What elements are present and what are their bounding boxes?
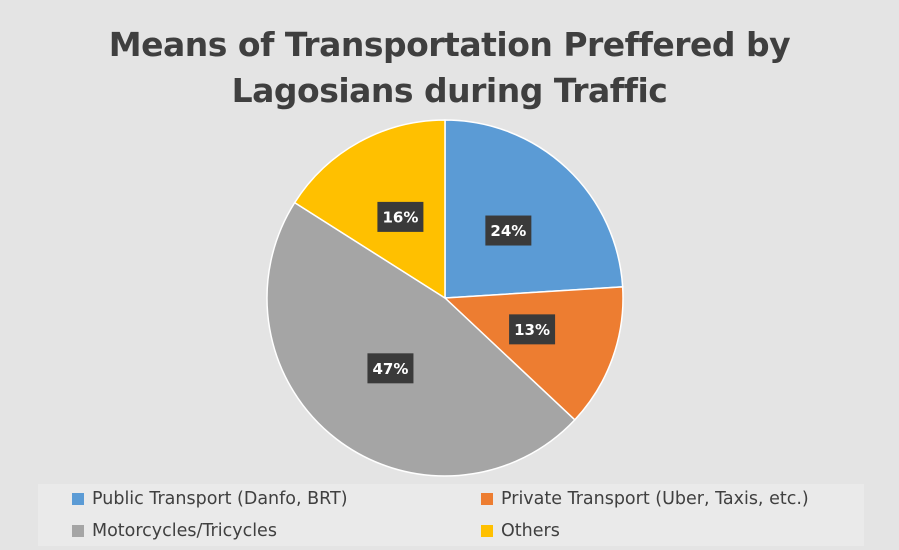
data-label-others: 16% bbox=[377, 201, 424, 232]
legend-swatch-motorcycles bbox=[72, 525, 84, 537]
data-label-box-private-transport bbox=[509, 314, 556, 345]
pie-slices bbox=[266, 119, 624, 477]
legend-swatch-others bbox=[481, 525, 493, 537]
legend-label-others: Others bbox=[501, 521, 560, 541]
legend-item-public-transport: Public Transport (Danfo, BRT) bbox=[72, 489, 348, 509]
chart-title-line-2: Lagosians during Traffic bbox=[231, 71, 668, 110]
pie-slice-public-transport bbox=[444, 119, 624, 299]
legend-label-public-transport: Public Transport (Danfo, BRT) bbox=[92, 489, 348, 509]
data-label-private-transport: 13% bbox=[509, 314, 556, 345]
legend-swatch-private-transport bbox=[481, 493, 493, 505]
data-label-box-public-transport bbox=[485, 215, 532, 246]
data-label-text-private-transport: 13% bbox=[514, 321, 550, 339]
pie-data-labels: 24% 13% 47% 16% bbox=[367, 201, 556, 384]
chart-title-line-1: Means of Transportation Preffered by bbox=[108, 25, 791, 64]
pie-slice-private-transport bbox=[443, 286, 624, 421]
legend-item-private-transport: Private Transport (Uber, Taxis, etc.) bbox=[481, 489, 809, 509]
data-label-box-others bbox=[377, 201, 424, 232]
data-label-text-others: 16% bbox=[382, 208, 418, 226]
chart-title: Means of Transportation Preffered by Lag… bbox=[0, 22, 899, 114]
data-label-text-public-transport: 24% bbox=[490, 222, 526, 240]
legend-swatch-public-transport bbox=[72, 493, 84, 505]
legend-label-private-transport: Private Transport (Uber, Taxis, etc.) bbox=[501, 489, 809, 509]
pie-slice-others bbox=[293, 119, 446, 300]
legend: Public Transport (Danfo, BRT) Private Tr… bbox=[38, 484, 864, 546]
data-label-public-transport: 24% bbox=[485, 215, 532, 246]
data-label-box-motorcycles bbox=[367, 353, 414, 384]
legend-label-motorcycles: Motorcycles/Tricycles bbox=[92, 521, 277, 541]
legend-item-others: Others bbox=[481, 521, 560, 541]
pie-slice-motorcycles bbox=[266, 201, 576, 477]
data-label-motorcycles: 47% bbox=[367, 353, 414, 384]
legend-item-motorcycles: Motorcycles/Tricycles bbox=[72, 521, 277, 541]
data-label-text-motorcycles: 47% bbox=[372, 360, 408, 378]
